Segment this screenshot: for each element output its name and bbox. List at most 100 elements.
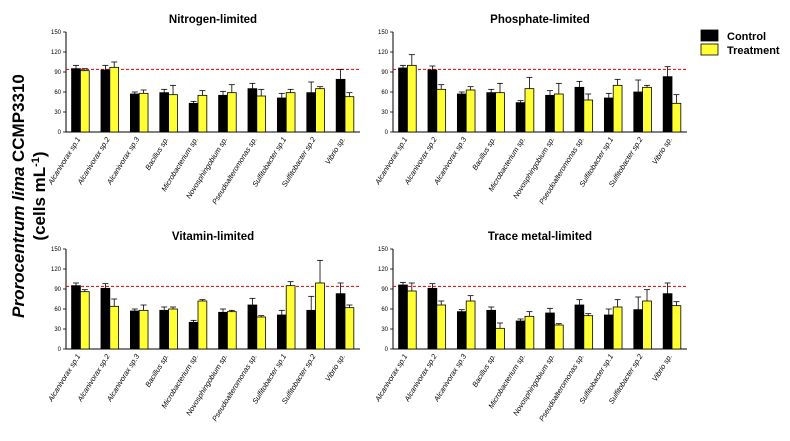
bar-treatment — [524, 315, 535, 350]
bar-treatment — [495, 327, 505, 350]
bar-treatment — [197, 94, 208, 133]
y-tick-label: 150 — [51, 30, 62, 36]
chart-title: Trace metal-limited — [488, 231, 592, 243]
legend-label-treatment: Treatment — [727, 45, 780, 57]
bar-treatment — [80, 70, 90, 133]
bar-treatment — [344, 307, 355, 350]
y-tick-label: 30 — [381, 327, 388, 333]
y-tick-label: 90 — [381, 287, 388, 293]
bar-treatment — [583, 99, 594, 133]
bar-treatment — [256, 316, 267, 350]
bar-control — [398, 67, 408, 133]
chart-panel-2: Phosphate-limited0306090120150Alcanivora… — [372, 14, 687, 206]
legend-label-control: Control — [727, 31, 766, 43]
bar-control — [247, 304, 258, 350]
y-axis-label-species: Prorocentrum lima — [9, 167, 28, 318]
bar-treatment — [554, 324, 564, 350]
category-label: Bacillus sp. — [470, 135, 497, 171]
y-tick-label: 60 — [381, 307, 388, 313]
chart-title: Phosphate-limited — [490, 14, 590, 26]
chart-title: Nitrogen-limited — [169, 14, 257, 26]
bar-control — [71, 285, 81, 350]
y-axis-label-line1: Prorocentrum lima CCMP3310 — [9, 74, 28, 318]
bar-control — [574, 304, 585, 350]
bar-control — [159, 92, 170, 133]
bar-control — [603, 97, 614, 133]
bar-control — [603, 314, 614, 350]
y-tick-label: 150 — [51, 247, 62, 253]
y-axis-label-unit-exponent: -1 — [30, 157, 42, 167]
category-label: Bacillus sp. — [143, 135, 170, 171]
bar-treatment — [495, 92, 505, 133]
y-axis-label-line2: (cells mL-1) — [30, 151, 49, 240]
bar-treatment — [197, 300, 208, 350]
bar-control — [71, 68, 81, 133]
bar-control — [335, 78, 346, 133]
bar-treatment — [671, 305, 682, 350]
bar-control — [335, 293, 346, 350]
bar-control — [486, 92, 497, 133]
bar-treatment — [168, 308, 178, 350]
category-label: Bacillus sp. — [143, 352, 170, 388]
y-axis-label-unit-prefix: (cells mL — [30, 167, 49, 241]
y-tick-label: 30 — [54, 327, 61, 333]
legend-swatch-treatment — [700, 43, 719, 56]
bar-control — [218, 94, 228, 133]
bar-treatment — [642, 86, 652, 133]
bar-control — [545, 312, 555, 350]
y-tick-label: 120 — [51, 50, 62, 56]
bar-control — [515, 320, 526, 350]
y-tick-label: 150 — [378, 247, 389, 253]
chart-title: Vitamin-limited — [172, 231, 254, 243]
category-label: Vibrio sp. — [323, 135, 347, 166]
bar-control — [276, 97, 287, 133]
y-tick-label: 120 — [378, 267, 389, 273]
y-tick-label: 90 — [54, 70, 61, 76]
category-label: Vibrio sp. — [650, 352, 674, 383]
y-tick-label: 30 — [54, 110, 61, 116]
bar-control — [633, 309, 644, 350]
bar-control — [276, 314, 287, 350]
y-tick-label: 0 — [385, 347, 389, 353]
bar-treatment — [554, 93, 564, 133]
bar-treatment — [227, 92, 237, 133]
y-axis-label-strain: CCMP3310 — [9, 74, 28, 167]
bar-control — [129, 310, 140, 350]
y-tick-label: 90 — [54, 287, 61, 293]
y-tick-label: 60 — [54, 307, 61, 313]
y-tick-label: 120 — [378, 50, 389, 56]
bar-treatment — [256, 95, 267, 133]
bar-control — [398, 284, 408, 350]
bar-control — [662, 76, 673, 133]
bar-control — [129, 93, 140, 133]
bar-treatment — [583, 315, 594, 350]
y-tick-label: 0 — [385, 130, 389, 136]
bar-control — [159, 309, 170, 350]
bar-treatment — [285, 92, 296, 133]
y-tick-label: 60 — [381, 90, 388, 96]
legend: Control Treatment — [700, 29, 780, 57]
category-label: Bacillus sp. — [470, 352, 497, 388]
bar-treatment — [436, 88, 447, 133]
bar-treatment — [436, 304, 447, 350]
bar-control — [456, 311, 467, 350]
y-tick-label: 0 — [58, 347, 62, 353]
bar-control — [218, 311, 228, 350]
bar-control — [188, 102, 199, 133]
category-label: Vibrio sp. — [650, 135, 674, 166]
bar-treatment — [465, 300, 476, 350]
bar-control — [662, 293, 673, 350]
bar-control — [515, 102, 526, 133]
bar-control — [247, 88, 258, 133]
chart-panel-4: Trace metal-limited0306090120150Alcanivo… — [372, 231, 687, 423]
bar-control — [100, 287, 111, 350]
bar-control — [545, 94, 555, 133]
bar-control — [306, 309, 317, 350]
bar-treatment — [524, 88, 535, 133]
y-tick-label: 30 — [381, 110, 388, 116]
bar-treatment — [80, 291, 90, 350]
bar-treatment — [109, 66, 120, 133]
bar-control — [427, 287, 438, 350]
bar-treatment — [138, 309, 149, 350]
chart-panels: Nitrogen-limited0306090120150Alcanivorax… — [45, 14, 687, 423]
